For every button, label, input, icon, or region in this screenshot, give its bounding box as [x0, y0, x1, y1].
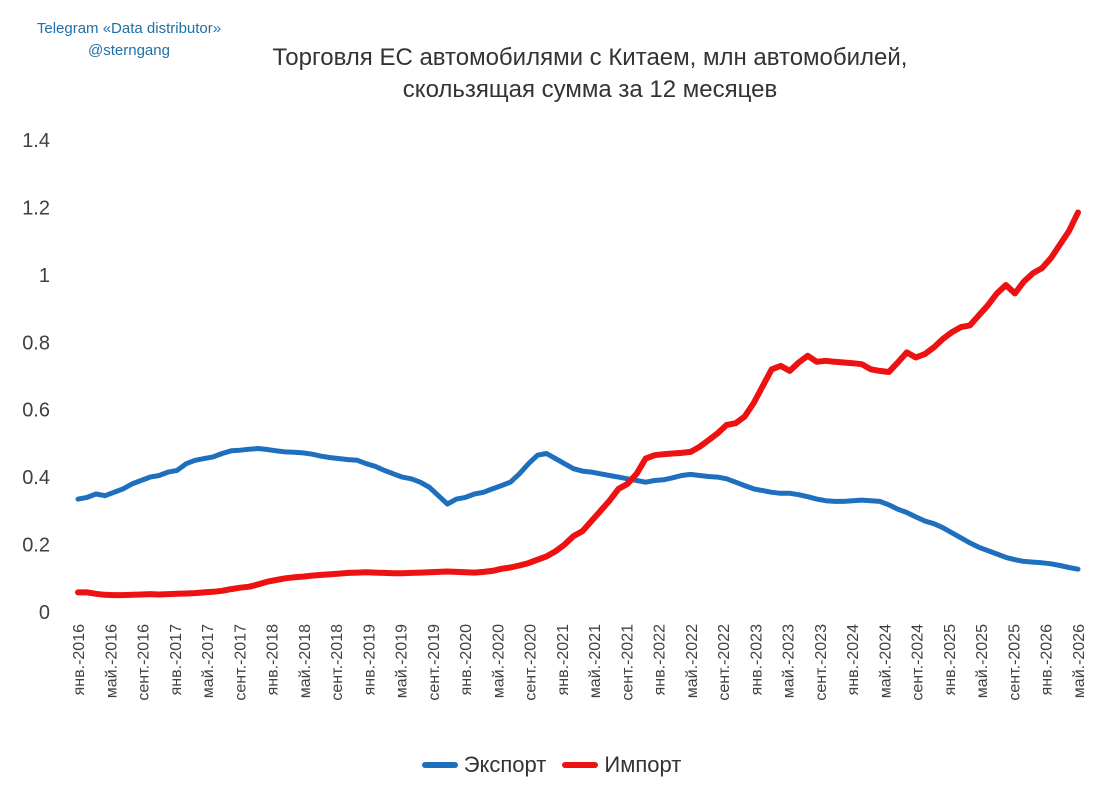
x-tick-label: янв.-2019: [361, 624, 378, 695]
x-tick-label: сент.-2016: [136, 624, 153, 701]
x-tick-label: май.-2025: [974, 624, 991, 698]
x-tick-label: янв.-2020: [458, 624, 475, 695]
legend-swatch-import: [562, 762, 599, 768]
series-line-import: [75, 209, 1081, 599]
legend-item-import: Импорт: [562, 752, 681, 778]
x-tick-label: янв.-2022: [652, 624, 669, 695]
x-tick-label: май.-2017: [200, 624, 217, 698]
x-tick-label: май.-2021: [587, 624, 604, 698]
x-tick-label: сент.-2019: [426, 624, 443, 701]
x-tick-label: май.-2020: [490, 624, 507, 698]
x-tick-label: сент.-2020: [523, 624, 540, 701]
x-tick-label: май.-2022: [684, 624, 701, 698]
y-tick-label: 1: [39, 265, 50, 287]
x-tick-label: сент.-2024: [910, 624, 927, 701]
series-layer: [75, 209, 1081, 599]
y-axis: 0 0.2 0.4 0.6 0.8 1 1.2 1.4: [22, 130, 50, 624]
legend-item-export: Экспорт: [421, 752, 547, 778]
x-tick-label: янв.-2021: [555, 624, 572, 695]
x-tick-label: май.-2016: [103, 624, 120, 698]
y-tick-label: 0.2: [22, 535, 50, 557]
x-tick-label: сент.-2023: [813, 624, 830, 701]
x-tick-label: янв.-2023: [748, 624, 765, 695]
x-tick-label: сент.-2025: [1006, 624, 1023, 701]
y-tick-label: 0: [39, 602, 50, 624]
x-axis: янв.-2016 май.-2016 сент.-2016 янв.-2017 май…: [71, 624, 1088, 701]
x-tick-label: май.-2024: [877, 624, 894, 698]
chart-title-line-2: скользящая сумма за 12 месяцев: [402, 76, 778, 103]
legend-swatch-export: [421, 762, 458, 768]
x-tick-label: май.-2018: [297, 624, 314, 698]
y-tick-label: 0.6: [22, 400, 50, 422]
x-tick-label: янв.-2024: [845, 624, 862, 695]
x-tick-label: янв.-2026: [1039, 624, 1056, 695]
x-tick-label: май.-2019: [394, 624, 411, 698]
y-tick-label: 0.4: [22, 467, 50, 489]
line-chart: 0 0.2 0.4 0.6 0.8 1 1.2 1.4 янв.-2016 май.-2016 с…: [22, 130, 1088, 701]
chart-title: Торговля ЕС автомобилями с Китаем, млн а…: [200, 42, 980, 106]
chart-title-line-1: Торговля ЕС автомобилями с Китаем, млн а…: [272, 44, 908, 71]
x-tick-label: янв.-2016: [71, 624, 88, 695]
y-tick-label: 1.4: [22, 130, 50, 152]
watermark: Telegram «Data distributor» @sterngang: [0, 18, 258, 62]
x-tick-label: янв.-2017: [168, 624, 185, 695]
legend: Экспорт Импорт: [0, 752, 1103, 778]
x-tick-label: сент.-2017: [232, 624, 249, 701]
x-tick-label: сент.-2018: [329, 624, 346, 701]
x-tick-label: янв.-2018: [265, 624, 282, 695]
series-line-export: [75, 446, 1081, 572]
y-tick-label: 1.2: [22, 197, 50, 219]
x-tick-label: янв.-2025: [942, 624, 959, 695]
x-tick-label: сент.-2022: [716, 624, 733, 701]
x-tick-label: май.-2023: [781, 624, 798, 698]
watermark-line-1: Telegram «Data distributor»: [36, 20, 222, 37]
watermark-line-2: @sterngang: [88, 42, 170, 59]
x-tick-label: сент.-2021: [619, 624, 636, 701]
x-tick-label: май.-2026: [1071, 624, 1088, 698]
y-tick-label: 0.8: [22, 332, 50, 354]
legend-label-import: Импорт: [604, 752, 682, 777]
legend-label-export: Экспорт: [463, 752, 547, 777]
